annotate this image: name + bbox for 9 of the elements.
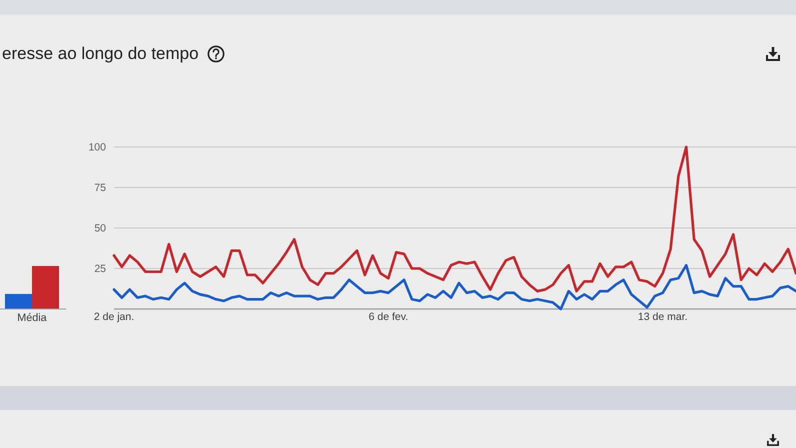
x-tick-label: 13 de mar. bbox=[638, 311, 688, 323]
x-tick-label: 6 de fev. bbox=[368, 311, 408, 323]
text: eresse ao longo do tempo bbox=[2, 44, 199, 63]
y-tick-label: 25 bbox=[94, 263, 106, 276]
y-tick-label: 50 bbox=[94, 222, 106, 235]
x-tick-label: 2 de jan. bbox=[94, 311, 134, 323]
y-tick-label: 100 bbox=[88, 142, 106, 154]
x-tick-label: Média bbox=[17, 312, 47, 324]
y-tick-label: 75 bbox=[94, 182, 106, 194]
